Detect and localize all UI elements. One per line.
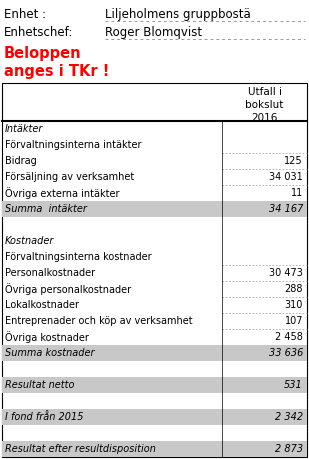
Text: anges i TKr !: anges i TKr ! [4, 64, 109, 79]
Text: 33 636: 33 636 [269, 348, 303, 358]
Text: Beloppen: Beloppen [4, 46, 82, 61]
Bar [2, 345, 307, 361]
Text: I fond från 2015: I fond från 2015 [5, 412, 83, 422]
Text: Förvaltningsinterna intäkter: Förvaltningsinterna intäkter [5, 140, 142, 150]
Text: 34 031: 34 031 [269, 172, 303, 182]
Bar [2, 441, 307, 457]
Text: Försäljning av verksamhet: Försäljning av verksamhet [5, 172, 134, 182]
Text: Intäkter: Intäkter [5, 124, 43, 134]
Text: Summa kostnader: Summa kostnader [5, 348, 95, 358]
Text: 2 342: 2 342 [275, 412, 303, 422]
Text: Lokalkostnader: Lokalkostnader [5, 300, 79, 310]
Text: Kostnader: Kostnader [5, 236, 54, 246]
Text: Resultat efter resultdisposition: Resultat efter resultdisposition [5, 444, 156, 454]
Text: Resultat netto: Resultat netto [5, 380, 74, 390]
Text: 107: 107 [285, 316, 303, 326]
Text: 11: 11 [291, 188, 303, 198]
Text: Bidrag: Bidrag [5, 156, 37, 166]
Text: Entreprenader och köp av verksamhet: Entreprenader och köp av verksamhet [5, 316, 193, 326]
Bar [2, 409, 307, 425]
Text: Liljeholmens gruppbostä: Liljeholmens gruppbostä [105, 8, 251, 21]
Text: Enhet :: Enhet : [4, 8, 46, 21]
Bar [2, 377, 307, 393]
Text: 2 458: 2 458 [275, 332, 303, 342]
Text: Övriga personalkostnader: Övriga personalkostnader [5, 283, 131, 295]
Text: Personalkostnader: Personalkostnader [5, 268, 95, 278]
Text: 34 167: 34 167 [269, 204, 303, 214]
Text: Övriga externa intäkter: Övriga externa intäkter [5, 187, 120, 199]
Text: 531: 531 [284, 380, 303, 390]
Text: Övriga kostnader: Övriga kostnader [5, 331, 89, 343]
Text: Enhetschef:: Enhetschef: [4, 26, 73, 39]
Text: Utfall i
bokslut
2016: Utfall i bokslut 2016 [245, 87, 284, 123]
Bar [2, 201, 307, 217]
Bar [2, 83, 307, 457]
Text: 125: 125 [284, 156, 303, 166]
Text: Förvaltningsinterna kostnader: Förvaltningsinterna kostnader [5, 252, 152, 262]
Text: Summa  intäkter: Summa intäkter [5, 204, 87, 214]
Text: Roger Blomqvist: Roger Blomqvist [105, 26, 202, 39]
Text: 30 473: 30 473 [269, 268, 303, 278]
Text: 288: 288 [285, 284, 303, 294]
Text: 310: 310 [285, 300, 303, 310]
Text: 2 873: 2 873 [275, 444, 303, 454]
